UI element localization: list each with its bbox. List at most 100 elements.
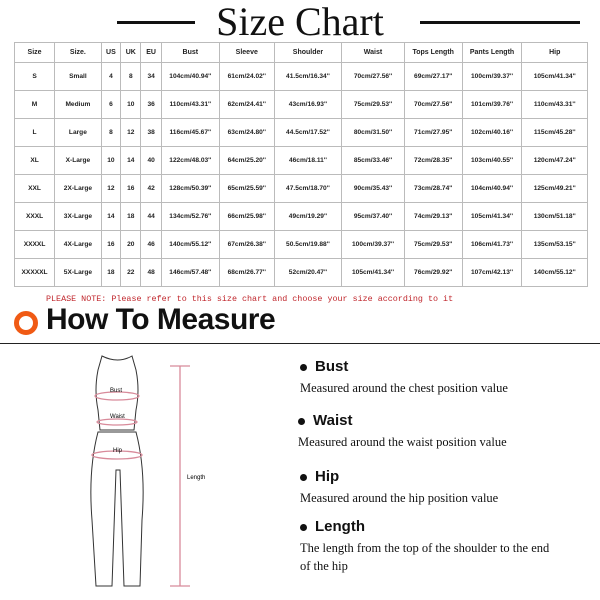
table-cell: 10: [100, 146, 122, 175]
column-header: Hip: [521, 42, 588, 63]
bust-label: Bust: [110, 388, 122, 394]
table-cell: 22: [120, 258, 142, 287]
table-cell: 18: [120, 202, 142, 231]
hip-label: Hip: [113, 448, 123, 454]
table-cell: 115cm/45.28'': [521, 118, 588, 147]
item-bust: Bust Measured around the chest position …: [300, 358, 508, 397]
table-header-row: Size Size. US UK EU Bust Sleeve Shoulder Waist To…: [13, 42, 588, 63]
table-cell: 128cm/50.39'': [160, 174, 220, 203]
table-cell: 80cm/31.50'': [341, 118, 405, 147]
table-cell: 135cm/53.15'': [521, 230, 588, 259]
table-cell: 75cm/29.53'': [341, 90, 405, 119]
table-cell: 100cm/39.37'': [461, 62, 523, 91]
table-cell: 65cm/25.59'': [218, 174, 275, 203]
column-header: Waist: [341, 42, 405, 63]
table-cell: 85cm/33.46'': [341, 146, 405, 175]
table-cell: 46: [140, 230, 162, 259]
table-cell: 18: [100, 258, 122, 287]
table-cell: 67cm/26.38'': [218, 230, 275, 259]
table-cell: 16: [120, 174, 142, 203]
table-cell: 62cm/24.41'': [218, 90, 275, 119]
column-header: EU: [140, 42, 162, 63]
table-cell: 140cm/55.12'': [160, 230, 220, 259]
table-cell: 102cm/40.16'': [461, 118, 523, 147]
table-cell: 103cm/40.55'': [461, 146, 523, 175]
table-cell: 134cm/52.76'': [160, 202, 220, 231]
table-cell: 105cm/41.34'': [341, 258, 405, 287]
column-header: Size: [13, 42, 56, 63]
table-row: M Medium 6 10 36 110cm/43.31'' 62cm/24.41'' 43c…: [13, 90, 588, 119]
title-rule-right: [420, 21, 580, 24]
table-cell: 105cm/41.34'': [461, 202, 523, 231]
table-cell: 95cm/37.40'': [341, 202, 405, 231]
title-rule-left: [117, 21, 195, 24]
table-cell: 5X-Large: [54, 258, 102, 287]
item-length: Length The length from the top of the sh…: [300, 518, 550, 575]
table-cell: XXL: [13, 174, 56, 203]
bust-line: [94, 391, 140, 401]
pants-garment: [90, 431, 144, 587]
table-cell: 69cm/27.17'': [403, 62, 463, 91]
table-cell: 43cm/16.93'': [273, 90, 343, 119]
table-cell: 14: [100, 202, 122, 231]
item-title: Bust: [300, 358, 508, 375]
table-cell: 50.5cm/19.88'': [273, 230, 343, 259]
table-row: XL X-Large 10 14 40 122cm/48.03'' 64cm/25.20''…: [13, 146, 588, 175]
table-cell: 61cm/24.02'': [218, 62, 275, 91]
table-cell: 122cm/48.03'': [160, 146, 220, 175]
table-cell: 47.5cm/18.70'': [273, 174, 343, 203]
table-cell: 107cm/42.13'': [461, 258, 523, 287]
table-cell: 8: [100, 118, 122, 147]
table-row: S Small 4 8 34 104cm/40.94'' 61cm/24.02'' 41.5c…: [13, 62, 588, 91]
table-cell: 105cm/41.34'': [521, 62, 588, 91]
table-cell: 104cm/40.94'': [160, 62, 220, 91]
item-title: Waist: [298, 412, 507, 429]
section-divider: [0, 343, 600, 344]
table-cell: 44: [140, 202, 162, 231]
table-cell: 46cm/18.11'': [273, 146, 343, 175]
table-cell: 101cm/39.76'': [461, 90, 523, 119]
table-cell: 70cm/27.56'': [403, 90, 463, 119]
table-cell: L: [13, 118, 56, 147]
hip-line: [91, 450, 143, 460]
table-cell: 12: [120, 118, 142, 147]
measure-figure: Bust Waist Hip Length: [90, 355, 205, 587]
table-cell: Small: [54, 62, 102, 91]
table-cell: 38: [140, 118, 162, 147]
table-cell: 36: [140, 90, 162, 119]
item-title: Length: [300, 518, 550, 535]
item-hip: Hip Measured around the hip position val…: [300, 468, 498, 507]
table-cell: 3X-Large: [54, 202, 102, 231]
table-cell: 140cm/55.12'': [521, 258, 588, 287]
column-header: Size.: [54, 42, 102, 63]
table-cell: 73cm/28.74'': [403, 174, 463, 203]
page-title: Size Chart: [216, 0, 384, 44]
table-cell: 104cm/40.94'': [461, 174, 523, 203]
table-cell: 66cm/25.98'': [218, 202, 275, 231]
table-cell: XXXXXL: [13, 258, 56, 287]
length-label: Length: [187, 475, 205, 481]
table-cell: 76cm/29.92'': [403, 258, 463, 287]
item-waist: Waist Measured around the waist position…: [298, 412, 507, 451]
table-row: XXXL 3X-Large 14 18 44 134cm/52.76'' 66cm/25.9…: [13, 202, 588, 231]
table-cell: Medium: [54, 90, 102, 119]
table-cell: S: [13, 62, 56, 91]
item-desc: Measured around the waist position value: [298, 435, 507, 449]
table-cell: 70cm/27.56'': [341, 62, 405, 91]
table-cell: 106cm/41.73'': [461, 230, 523, 259]
circle-icon: [14, 311, 38, 335]
size-note: PLEASE NOTE: Please refer to this size c…: [46, 294, 454, 304]
table-cell: 116cm/45.67'': [160, 118, 220, 147]
section-title: How To Measure: [46, 303, 276, 336]
item-desc: Measured around the chest position value: [300, 381, 508, 395]
table-cell: 110cm/43.31'': [521, 90, 588, 119]
table-cell: 20: [120, 230, 142, 259]
table-cell: 49cm/19.29'': [273, 202, 343, 231]
table-cell: 75cm/29.53'': [403, 230, 463, 259]
table-cell: 48: [140, 258, 162, 287]
waist-label: Waist: [110, 414, 125, 420]
table-cell: 34: [140, 62, 162, 91]
table-cell: XL: [13, 146, 56, 175]
table-cell: 40: [140, 146, 162, 175]
table-cell: XXXXL: [13, 230, 56, 259]
